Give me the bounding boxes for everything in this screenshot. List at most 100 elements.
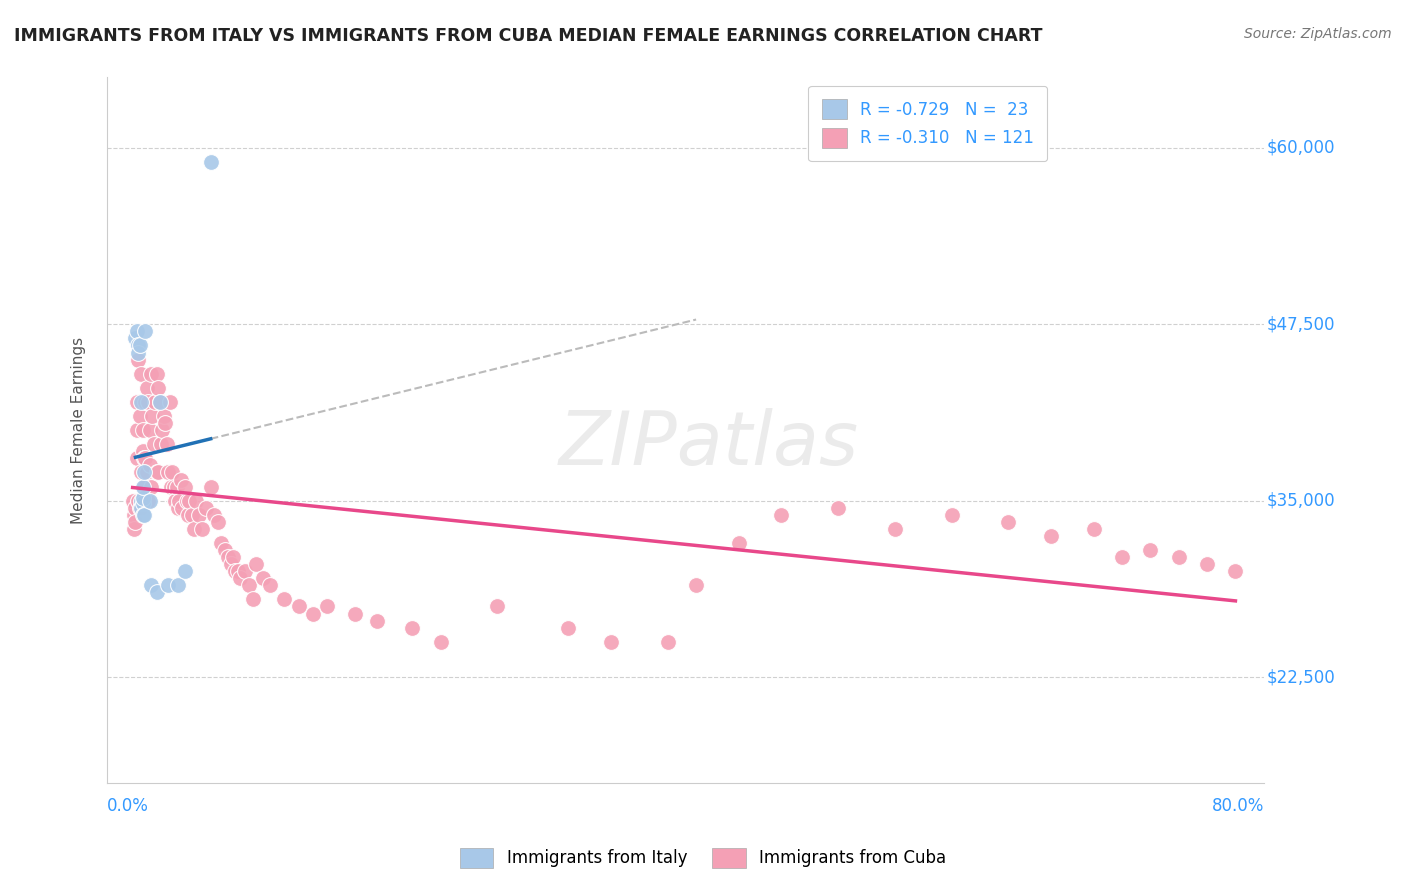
Point [162, 466, 184, 480]
Point [186, 493, 208, 508]
Point [124, 500, 146, 515]
Point [131, 491, 153, 505]
Point [202, 508, 225, 522]
Point [145, 585, 167, 599]
Point [259, 578, 281, 592]
Point [142, 437, 165, 451]
Point [129, 500, 152, 515]
Point [127, 352, 149, 367]
Point [122, 508, 145, 522]
Point [429, 634, 451, 648]
Point [139, 367, 162, 381]
Point [124, 331, 146, 345]
Point [302, 607, 325, 621]
Point [188, 508, 211, 522]
Point [135, 466, 157, 480]
Point [160, 479, 183, 493]
Point [157, 466, 180, 480]
Point [557, 621, 579, 635]
Point [209, 536, 232, 550]
Point [200, 155, 222, 169]
Point [125, 451, 148, 466]
Point [219, 557, 242, 571]
Point [128, 409, 150, 423]
Text: $22,500: $22,500 [1267, 668, 1334, 686]
Point [129, 367, 152, 381]
Point [127, 345, 149, 359]
Point [252, 571, 274, 585]
Point [179, 493, 201, 508]
Point [125, 423, 148, 437]
Point [177, 508, 200, 522]
Point [128, 338, 150, 352]
Point [229, 571, 252, 585]
Point [138, 493, 160, 508]
Point [131, 423, 153, 437]
Point [143, 395, 166, 409]
Point [214, 543, 236, 558]
Text: 80.0%: 80.0% [1212, 797, 1264, 815]
Point [727, 536, 749, 550]
Point [131, 508, 153, 522]
Point [135, 381, 157, 395]
Point [174, 564, 197, 578]
Point [233, 564, 256, 578]
Point [129, 493, 152, 508]
Point [139, 479, 162, 493]
Point [176, 493, 198, 508]
Y-axis label: Median Female Earnings: Median Female Earnings [72, 336, 86, 524]
Point [132, 479, 155, 493]
Point [129, 466, 152, 480]
Point [207, 515, 229, 529]
Text: IMMIGRANTS FROM ITALY VS IMMIGRANTS FROM CUBA MEDIAN FEMALE EARNINGS CORRELATION: IMMIGRANTS FROM ITALY VS IMMIGRANTS FROM… [14, 27, 1043, 45]
Text: 0.0%: 0.0% [107, 797, 149, 815]
Point [134, 395, 156, 409]
Point [129, 395, 152, 409]
Point [127, 493, 149, 508]
Text: ZIPatlas: ZIPatlas [558, 409, 859, 480]
Point [1197, 557, 1219, 571]
Point [1039, 529, 1062, 543]
Point [245, 557, 267, 571]
Point [181, 508, 204, 522]
Point [170, 473, 193, 487]
Point [163, 479, 186, 493]
Point [152, 423, 174, 437]
Legend: R = -0.729   N =  23, R = -0.310   N = 121: R = -0.729 N = 23, R = -0.310 N = 121 [808, 86, 1047, 161]
Point [183, 522, 205, 536]
Text: $35,000: $35,000 [1267, 491, 1334, 509]
Point [174, 479, 197, 493]
Point [146, 466, 169, 480]
Point [1167, 550, 1189, 565]
Point [997, 515, 1019, 529]
Text: $47,500: $47,500 [1267, 316, 1334, 334]
Point [127, 338, 149, 352]
Point [131, 479, 153, 493]
Point [195, 500, 218, 515]
Point [222, 550, 245, 565]
Point [146, 381, 169, 395]
Point [172, 500, 194, 515]
Text: $60,000: $60,000 [1267, 139, 1334, 157]
Point [132, 508, 155, 522]
Point [134, 324, 156, 338]
Point [770, 508, 793, 522]
Point [141, 409, 163, 423]
Point [1225, 564, 1247, 578]
Point [165, 493, 187, 508]
Point [941, 508, 963, 522]
Point [166, 479, 188, 493]
Text: Source: ZipAtlas.com: Source: ZipAtlas.com [1244, 27, 1392, 41]
Point [121, 493, 143, 508]
Point [136, 493, 159, 508]
Point [138, 423, 160, 437]
Point [1139, 543, 1161, 558]
Point [366, 614, 388, 628]
Point [224, 564, 246, 578]
Point [150, 437, 173, 451]
Point [131, 496, 153, 510]
Point [167, 500, 190, 515]
Legend: Immigrants from Italy, Immigrants from Cuba: Immigrants from Italy, Immigrants from C… [453, 841, 953, 875]
Point [657, 634, 679, 648]
Point [827, 500, 849, 515]
